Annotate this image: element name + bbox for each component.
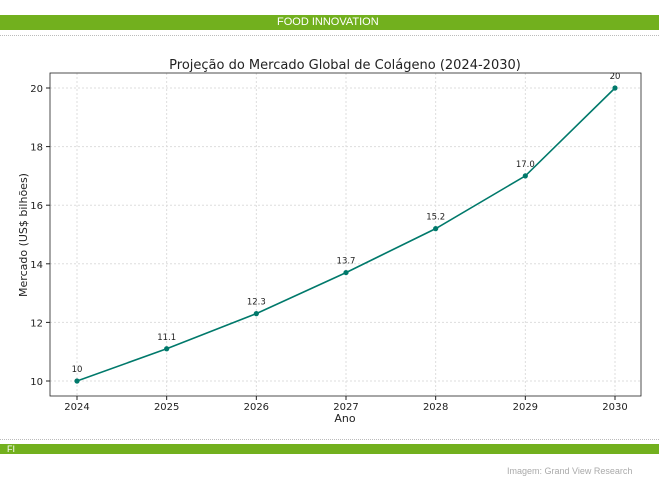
data-point: [164, 346, 170, 352]
data-label: 12.3: [247, 298, 266, 308]
x-tick-label: 2024: [64, 402, 89, 413]
data-point: [433, 226, 439, 232]
x-tick-label: 2025: [154, 402, 179, 413]
data-point: [343, 269, 349, 276]
y-axis-label: Mercado (US$ bilhões): [17, 173, 30, 297]
y-tick-label: 20: [30, 84, 43, 95]
footer-logo: FI: [7, 444, 15, 454]
data-label: 20: [610, 72, 621, 82]
divider: [0, 35, 659, 36]
section-title: FOOD INNOVATION: [277, 16, 379, 28]
data-label: 11.1: [157, 333, 176, 343]
x-tick-label: 2026: [244, 402, 269, 413]
data-point: [74, 378, 80, 384]
y-tick-label: 10: [30, 377, 43, 388]
x-tick-label: 2029: [513, 402, 538, 413]
x-tick-label: 2030: [602, 402, 627, 413]
data-point: [253, 311, 259, 317]
y-tick-label: 12: [30, 318, 43, 329]
data-point: [612, 85, 618, 91]
section-header-bar: FOOD INNOVATION: [0, 15, 659, 30]
y-tick-label: 18: [30, 143, 43, 154]
footer-bar: FI: [0, 444, 659, 454]
y-tick-label: 14: [30, 260, 43, 271]
x-axis-label: Ano: [334, 412, 355, 425]
chart-title: Projeção do Mercado Global de Colágeno (…: [169, 58, 521, 73]
divider: [0, 439, 659, 440]
image-credit: Imagem: Grand View Research: [507, 466, 633, 476]
x-tick-label: 2028: [423, 402, 448, 413]
data-point: [522, 173, 528, 179]
data-label: 10: [72, 365, 83, 375]
y-tick-label: 16: [30, 201, 43, 212]
data-label: 15.2: [426, 213, 445, 223]
data-label: 17.0: [516, 160, 535, 170]
x-tick-label: 2027: [333, 402, 358, 413]
data-label: 13.7: [337, 257, 356, 267]
